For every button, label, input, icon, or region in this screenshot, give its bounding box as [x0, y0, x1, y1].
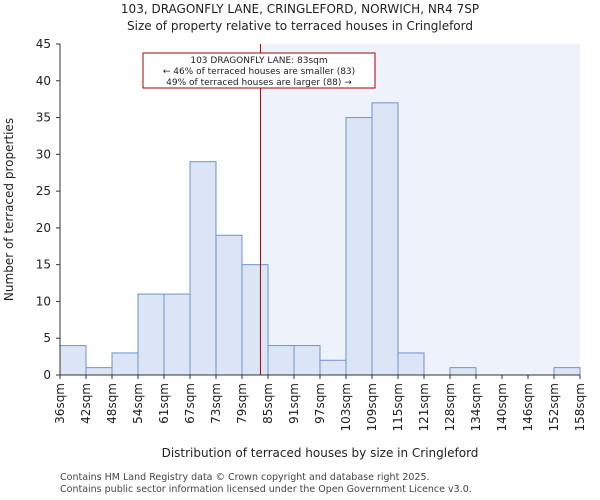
- bar-61sqm: [163, 293, 191, 376]
- bar-73sqm: [215, 234, 243, 376]
- bar-97sqm: [319, 359, 347, 376]
- y-tick-label: 45: [36, 37, 51, 51]
- y-tick-label: 35: [36, 111, 51, 125]
- x-tick-label: 48sqm: [105, 383, 119, 424]
- bar-54sqm: [137, 293, 165, 376]
- y-tick-label: 20: [36, 221, 51, 235]
- chart-subtitle: Size of property relative to terraced ho…: [127, 19, 473, 33]
- x-tick-label: 54sqm: [131, 383, 145, 424]
- x-tick-label: 97sqm: [313, 383, 327, 424]
- x-tick-label: 79sqm: [235, 383, 249, 424]
- x-tick-label: 134sqm: [469, 383, 483, 431]
- annotation-box: [142, 52, 376, 89]
- bar-85sqm: [267, 345, 295, 376]
- x-tick-label: 146sqm: [521, 383, 535, 431]
- bar-103sqm: [345, 117, 373, 376]
- y-tick-label: 10: [36, 294, 51, 308]
- x-tick-label: 36sqm: [53, 383, 67, 424]
- x-tick-label: 128sqm: [443, 383, 457, 431]
- x-tick-label: 42sqm: [79, 383, 93, 424]
- x-tick-label: 121sqm: [417, 383, 431, 431]
- x-tick-label: 61sqm: [157, 383, 171, 424]
- x-tick-label: 140sqm: [495, 383, 509, 431]
- chart-title: 103, DRAGONFLY LANE, CRINGLEFORD, NORWIC…: [121, 2, 479, 16]
- y-tick-label: 25: [36, 184, 51, 198]
- x-tick-label: 73sqm: [209, 383, 223, 424]
- bar-115sqm: [397, 352, 425, 376]
- bar-128sqm: [449, 367, 477, 376]
- footer-licence: Contains public sector information licen…: [60, 484, 472, 495]
- bar-42sqm: [85, 367, 113, 376]
- bar-48sqm: [111, 352, 139, 376]
- x-tick-label: 85sqm: [261, 383, 275, 424]
- annotation-line-2: ← 46% of terraced houses are smaller (83…: [163, 67, 355, 77]
- y-tick-label: 30: [36, 147, 51, 161]
- x-tick-label: 103sqm: [339, 383, 353, 431]
- y-tick-label: 5: [43, 331, 51, 345]
- bar-36sqm: [59, 345, 87, 376]
- bar-152sqm: [553, 367, 581, 376]
- y-tick-label: 0: [43, 368, 51, 382]
- bar-79sqm: [241, 264, 269, 376]
- y-axis-label: Number of terraced properties: [2, 118, 16, 301]
- bar-109sqm: [371, 102, 399, 376]
- larger-properties-region: [260, 44, 580, 375]
- bar-67sqm: [189, 161, 217, 376]
- x-tick-label: 67sqm: [183, 383, 197, 424]
- x-tick-label: 152sqm: [547, 383, 561, 431]
- x-tick-label: 115sqm: [391, 383, 405, 431]
- x-tick-label: 109sqm: [365, 383, 379, 431]
- bar-91sqm: [293, 345, 321, 376]
- annotation-line-1: 103 DRAGONFLY LANE: 83sqm: [190, 56, 327, 66]
- x-axis-label: Distribution of terraced houses by size …: [162, 446, 479, 460]
- y-tick-label: 15: [36, 258, 51, 272]
- x-tick-label: 158sqm: [573, 383, 587, 431]
- y-tick-label: 40: [36, 74, 51, 88]
- footer-copyright: Contains HM Land Registry data © Crown c…: [60, 472, 430, 483]
- annotation-line-3: 49% of terraced houses are larger (88) →: [166, 78, 352, 88]
- x-tick-label: 91sqm: [287, 383, 301, 424]
